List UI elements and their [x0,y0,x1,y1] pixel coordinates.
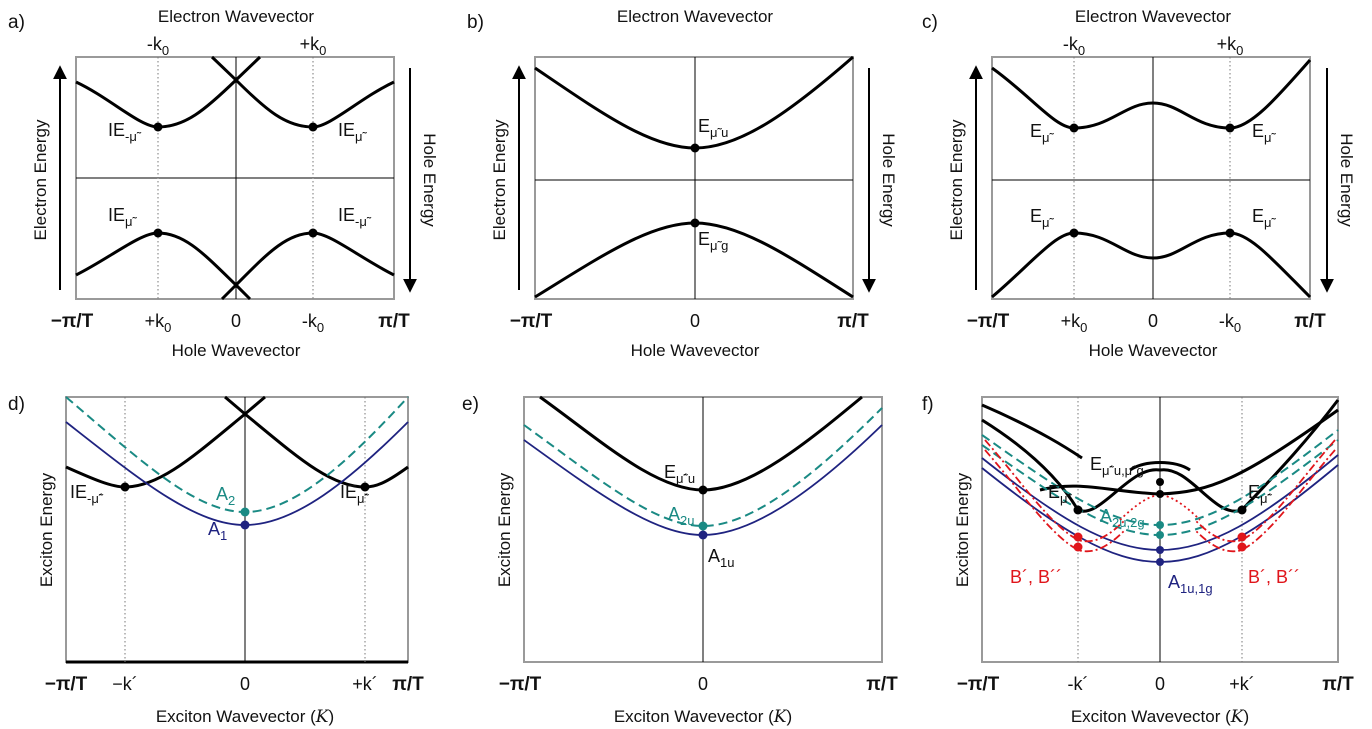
panel-d-label: d) [8,394,25,415]
panel-f-label-6: B´, B´´ [1248,567,1300,587]
panel-a-bottom-title: Hole Wavevector [172,341,301,360]
panel-a-label-3: IEμ̃ [108,205,138,229]
panel-a-label-2: IEμ̃ [338,120,368,144]
panel-f-bottom-tick-1: −π/T [957,674,1000,695]
panel-d-frame [65,396,409,663]
panel-f-bottom-tick-2: -k´ [1068,674,1089,694]
panel-d-left-axis: Exciton Energy [37,472,56,587]
panel-a-bottom-tick-1: −π/T [51,311,94,332]
panel-c-label-4: Eμ̃ [1252,206,1277,230]
panel-e-bottom-tick-3: π/T [866,674,898,695]
panel-f-bottom-tick-4: +k´ [1229,674,1255,694]
panel-d-bottom-tick-5: π/T [392,674,424,695]
panel-b: b) Electron Wavevector Eμ̃ u Eμ̃ g Elect… [467,7,898,360]
panel-f-left-axis: Exciton Energy [953,472,972,587]
panel-f-bottom-title: Exciton Wavevector (K) [1071,707,1249,727]
panel-a-bottom-tick-4: -k0 [302,311,324,335]
panel-d-bottom-tick-4: +k´ [352,674,378,694]
panel-b-frame [534,56,854,300]
panel-b-bottom-tick-2: 0 [690,311,700,331]
panel-a-label-4: IE-μ̃ [338,205,372,229]
panel-c-label-1: Eμ̃ [1030,121,1055,145]
panel-a-bottom-tick-5: π/T [378,311,410,332]
panel-c-bottom-title: Hole Wavevector [1089,341,1218,360]
panel-f-bottom-tick-3: 0 [1155,674,1165,694]
panel-a: a) Electron Wavevector -k0 +k0 IE-μ̃ IEμ… [8,7,439,360]
panel-a-right-axis: Hole Energy [420,133,439,227]
panel-a-top-tick-1: -k0 [147,34,169,58]
panel-a-top-title: Electron Wavevector [158,7,315,26]
panel-b-label-1: Eμ̃ u [698,116,728,140]
panel-f-label-5: B´, B´´ [1010,567,1062,587]
panel-f-label-4: A2u,2g [1100,506,1145,530]
panel-e-bottom-title: Exciton Wavevector (K) [614,707,792,727]
panel-c-bands [991,59,1312,299]
panel-a-label-1: IE-μ̃ [108,120,142,144]
panel-d-bottom-tick-1: −π/T [45,674,88,695]
panel-b-top-title: Electron Wavevector [617,7,774,26]
panel-a-bottom-tick-2: +k0 [145,311,172,335]
panel-c-bottom-tick-3: 0 [1148,311,1158,331]
panel-b-label: b) [467,12,484,33]
panel-e-label-2: A2u [668,504,694,528]
panel-d: d) IE-μ̃´ IEμ̃´ A2 A1 Exciton Energy −π/… [8,394,424,727]
panel-a-bottom-tick-3: 0 [231,311,241,331]
panel-c-bottom-tick-2: +k0 [1061,311,1088,335]
panel-f-label: f) [922,394,934,415]
panel-c-right-axis: Hole Energy [1337,133,1356,227]
panel-a-left-axis: Electron Energy [31,119,50,240]
panel-c-bottom-tick-1: −π/T [967,311,1010,332]
panel-d-bottom-tick-3: 0 [240,674,250,694]
panel-c-top-title: Electron Wavevector [1075,7,1232,26]
panel-c-top-tick-1: -k0 [1063,34,1085,58]
panel-e-label-3: A1u [708,546,734,570]
panel-c-label-2: Eμ̃ [1252,121,1277,145]
panel-e-left-axis: Exciton Energy [495,472,514,587]
panel-d-bottom-title: Exciton Wavevector (K) [156,707,334,727]
panel-c-top-tick-2: +k0 [1217,34,1244,58]
panel-f-label-1: Eμ̃´u,μ̃´g [1090,454,1144,478]
panel-b-label-2: Eμ̃ g [698,229,728,253]
panel-e: e) Eμ̃´u A2u A1u Exciton Energy −π/T 0 π… [462,394,898,727]
panel-e-label: e) [462,394,479,415]
panel-f-bottom-tick-5: π/T [1322,674,1354,695]
panel-c-frame [991,56,1311,300]
panel-e-bottom-tick-1: −π/T [499,674,542,695]
panel-b-bottom-title: Hole Wavevector [631,341,760,360]
panel-e-bottom-tick-2: 0 [698,674,708,694]
panel-c-label-3: Eμ̃ [1030,206,1055,230]
panel-c: c) Electron Wavevector -k0 +k0 Eμ̃ Eμ̃ E… [922,7,1356,360]
panel-f: f) Eμ̃´u,μ̃´g Eμ̃´ Eμ̃´ A2u,2g B´, B´´ B… [922,394,1354,727]
panel-c-bottom-tick-4: -k0 [1219,311,1241,335]
panel-a-label: a) [8,12,25,33]
panel-b-left-axis: Electron Energy [490,119,509,240]
panel-f-label-7: A1u,1g [1168,572,1213,596]
panel-d-bottom-tick-2: −k´ [112,674,138,694]
panel-c-label: c) [922,12,938,33]
panel-c-left-axis: Electron Energy [947,119,966,240]
panel-d-label-3: A2 [216,484,235,508]
panel-b-bands [534,55,854,299]
panel-b-bottom-tick-1: −π/T [510,311,553,332]
panel-b-right-axis: Hole Energy [879,133,898,227]
panel-c-bottom-tick-5: π/T [1294,311,1326,332]
panel-b-bottom-tick-3: π/T [837,311,869,332]
panel-d-label-1: IE-μ̃´ [70,482,104,506]
panel-a-top-tick-2: +k0 [300,34,327,58]
